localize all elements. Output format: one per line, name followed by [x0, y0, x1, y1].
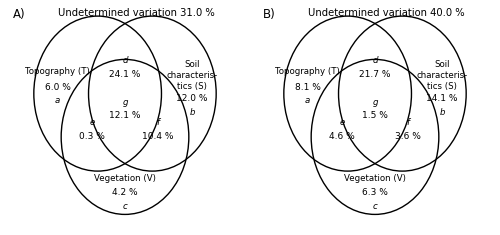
Text: Undetermined variation 31.0 %: Undetermined variation 31.0 % — [58, 8, 215, 18]
Text: Topography (T): Topography (T) — [276, 67, 340, 76]
Text: c: c — [372, 202, 378, 211]
Text: Vegetation (V): Vegetation (V) — [94, 174, 156, 183]
Text: d: d — [122, 56, 128, 65]
Text: Vegetation (V): Vegetation (V) — [344, 174, 406, 183]
Text: 3.6 %: 3.6 % — [395, 132, 421, 141]
Text: b: b — [440, 108, 445, 117]
Text: b: b — [190, 108, 195, 117]
Text: 8.1 %: 8.1 % — [295, 83, 320, 92]
Text: Topography (T): Topography (T) — [26, 67, 90, 76]
Text: A): A) — [14, 8, 26, 21]
Text: 4.6 %: 4.6 % — [329, 132, 355, 141]
Text: e: e — [340, 118, 344, 127]
Text: 1.5 %: 1.5 % — [362, 111, 388, 121]
Text: 12.1 %: 12.1 % — [110, 111, 141, 121]
Text: 21.7 %: 21.7 % — [359, 70, 391, 79]
Text: f: f — [156, 118, 160, 127]
Text: 4.2 %: 4.2 % — [112, 188, 138, 197]
Text: g: g — [372, 98, 378, 107]
Text: B): B) — [264, 8, 276, 21]
Text: 12.0 %: 12.0 % — [176, 94, 208, 103]
Text: 0.3 %: 0.3 % — [79, 132, 105, 141]
Text: 24.1 %: 24.1 % — [110, 70, 140, 79]
Text: Soil
characteris-
tics (S): Soil characteris- tics (S) — [166, 60, 218, 91]
Text: 6.3 %: 6.3 % — [362, 188, 388, 197]
Text: c: c — [122, 202, 128, 211]
Text: a: a — [305, 96, 310, 105]
Text: Soil
characteris-
tics (S): Soil characteris- tics (S) — [416, 60, 468, 91]
Text: 10.4 %: 10.4 % — [142, 132, 174, 141]
Text: 14.1 %: 14.1 % — [426, 94, 458, 103]
Text: 6.0 %: 6.0 % — [45, 83, 70, 92]
Text: Undetermined variation 40.0 %: Undetermined variation 40.0 % — [308, 8, 464, 18]
Text: e: e — [90, 118, 94, 127]
Text: d: d — [372, 56, 378, 65]
Text: a: a — [55, 96, 60, 105]
Text: f: f — [406, 118, 410, 127]
Text: g: g — [122, 98, 128, 107]
